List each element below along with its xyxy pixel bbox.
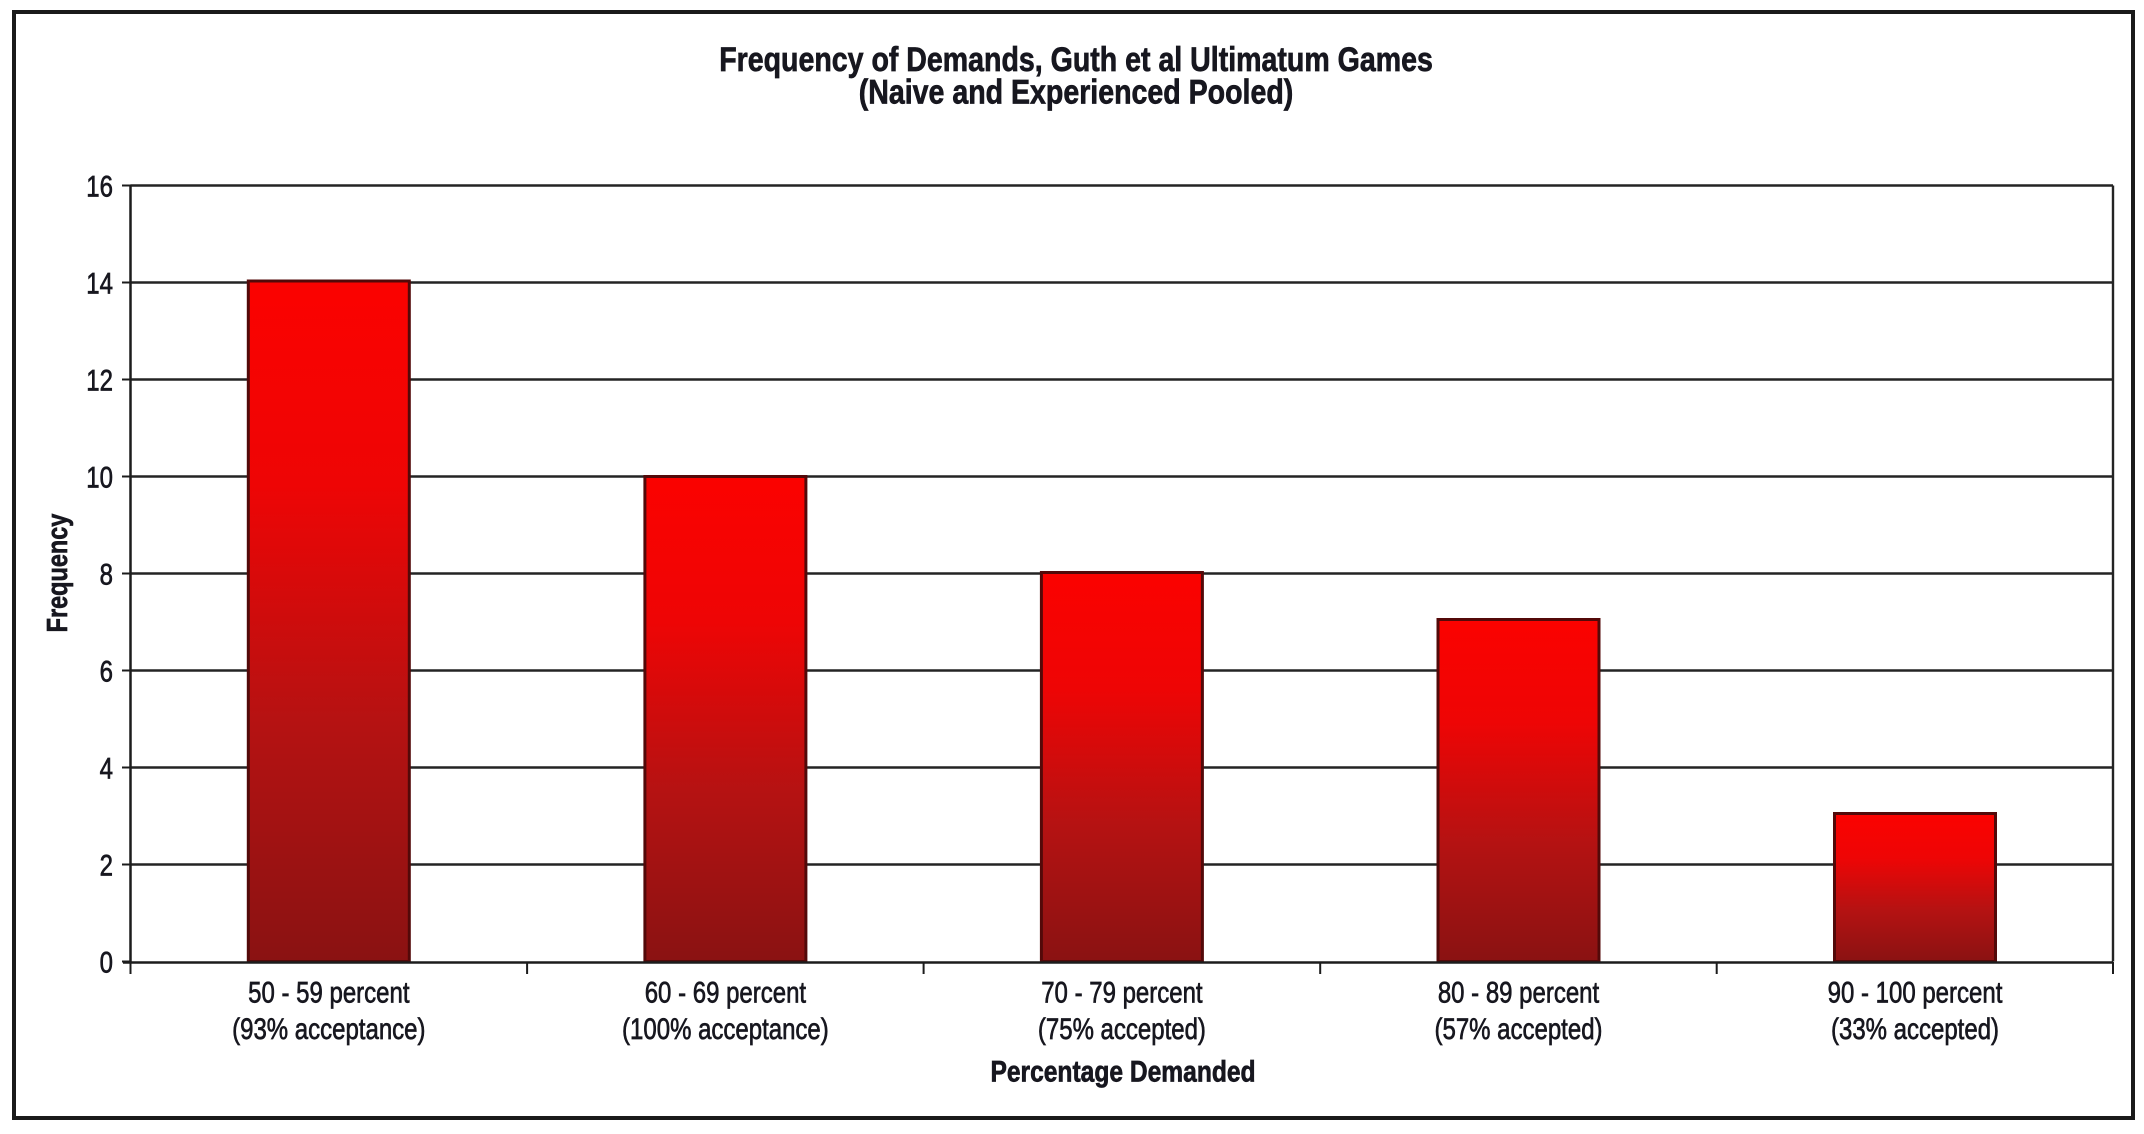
- svg-text:(75% accepted): (75% accepted): [1038, 1011, 1206, 1045]
- svg-text:4: 4: [100, 751, 113, 785]
- svg-text:90 - 100 percent: 90 - 100 percent: [1828, 975, 2003, 1009]
- svg-text:50 - 59 percent: 50 - 59 percent: [248, 975, 410, 1009]
- svg-text:10: 10: [86, 460, 113, 494]
- svg-text:(100% acceptance): (100% acceptance): [622, 1011, 829, 1045]
- svg-text:6: 6: [100, 654, 113, 688]
- svg-text:12: 12: [86, 363, 113, 397]
- svg-text:(57% accepted): (57% accepted): [1434, 1011, 1602, 1045]
- svg-text:(93% acceptance): (93% acceptance): [232, 1011, 425, 1045]
- svg-text:(Naive and Experienced Pooled): (Naive and Experienced Pooled): [859, 73, 1294, 111]
- svg-text:70 - 79 percent: 70 - 79 percent: [1041, 975, 1203, 1009]
- svg-text:Frequency of Demands, Guth et: Frequency of Demands, Guth et al Ultimat…: [719, 41, 1433, 79]
- svg-text:(33% accepted): (33% accepted): [1831, 1011, 1999, 1045]
- svg-text:Frequency: Frequency: [41, 513, 74, 632]
- svg-text:Percentage Demanded: Percentage Demanded: [990, 1054, 1255, 1088]
- svg-text:0: 0: [100, 945, 113, 979]
- svg-text:16: 16: [86, 169, 113, 203]
- svg-text:2: 2: [100, 848, 113, 882]
- svg-text:8: 8: [100, 557, 113, 591]
- svg-text:80 - 89 percent: 80 - 89 percent: [1438, 975, 1600, 1009]
- svg-text:14: 14: [86, 266, 113, 300]
- svg-text:60 - 69 percent: 60 - 69 percent: [645, 975, 807, 1009]
